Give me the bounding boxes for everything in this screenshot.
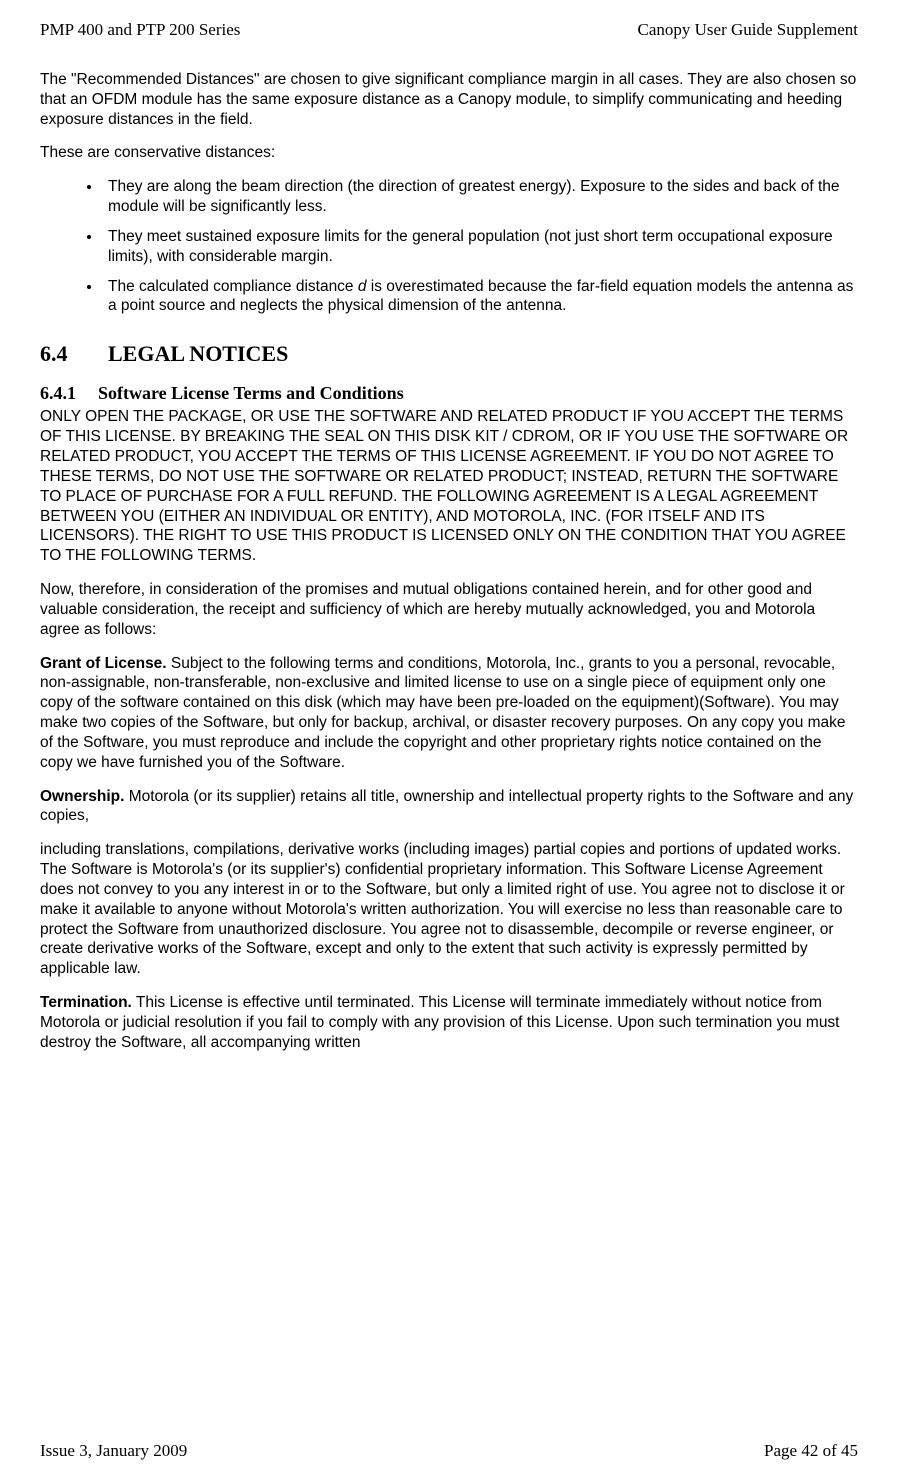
bullet-list: They are along the beam direction (the d… xyxy=(40,177,858,316)
grant-para: Grant of License. Subject to the followi… xyxy=(40,654,858,773)
license-caps: ONLY OPEN THE PACKAGE, OR USE THE SOFTWA… xyxy=(40,407,858,566)
page-header: PMP 400 and PTP 200 Series Canopy User G… xyxy=(40,20,858,40)
section-heading: 6.4LEGAL NOTICES xyxy=(40,340,858,368)
page-footer: Issue 3, January 2009 Page 42 of 45 xyxy=(40,1441,858,1461)
footer-right: Page 42 of 45 xyxy=(764,1441,858,1461)
section-number: 6.4 xyxy=(40,340,108,368)
intro-para-1: The "Recommended Distances" are chosen t… xyxy=(40,70,858,129)
license-now: Now, therefore, in consideration of the … xyxy=(40,580,858,639)
termination-para: Termination. This License is effective u… xyxy=(40,993,858,1052)
section-title: LEGAL NOTICES xyxy=(108,341,288,366)
bullet-item-2: They meet sustained exposure limits for … xyxy=(102,227,858,267)
bullet3-var: d xyxy=(358,278,367,295)
subsection-heading: 6.4.1Software License Terms and Conditio… xyxy=(40,382,858,405)
document-page: PMP 400 and PTP 200 Series Canopy User G… xyxy=(0,0,898,1481)
grant-label: Grant of License. xyxy=(40,655,167,672)
footer-left: Issue 3, January 2009 xyxy=(40,1441,187,1461)
subsection-number: 6.4.1 xyxy=(40,382,98,405)
including-para: including translations, compilations, de… xyxy=(40,840,858,979)
header-left: PMP 400 and PTP 200 Series xyxy=(40,20,240,40)
page-content: The "Recommended Distances" are chosen t… xyxy=(40,70,858,1411)
ownership-text: Motorola (or its supplier) retains all t… xyxy=(40,788,853,825)
bullet-item-3: The calculated compliance distance d is … xyxy=(102,277,858,317)
subsection-title: Software License Terms and Conditions xyxy=(98,383,404,403)
header-right: Canopy User Guide Supplement xyxy=(638,20,859,40)
ownership-para: Ownership. Motorola (or its supplier) re… xyxy=(40,787,858,827)
intro-para-2: These are conservative distances: xyxy=(40,143,858,163)
termination-text: This License is effective until terminat… xyxy=(40,994,840,1051)
termination-label: Termination. xyxy=(40,994,132,1011)
bullet3-pre: The calculated compliance distance xyxy=(108,278,358,295)
bullet-item-1: They are along the beam direction (the d… xyxy=(102,177,858,217)
ownership-label: Ownership. xyxy=(40,788,124,805)
